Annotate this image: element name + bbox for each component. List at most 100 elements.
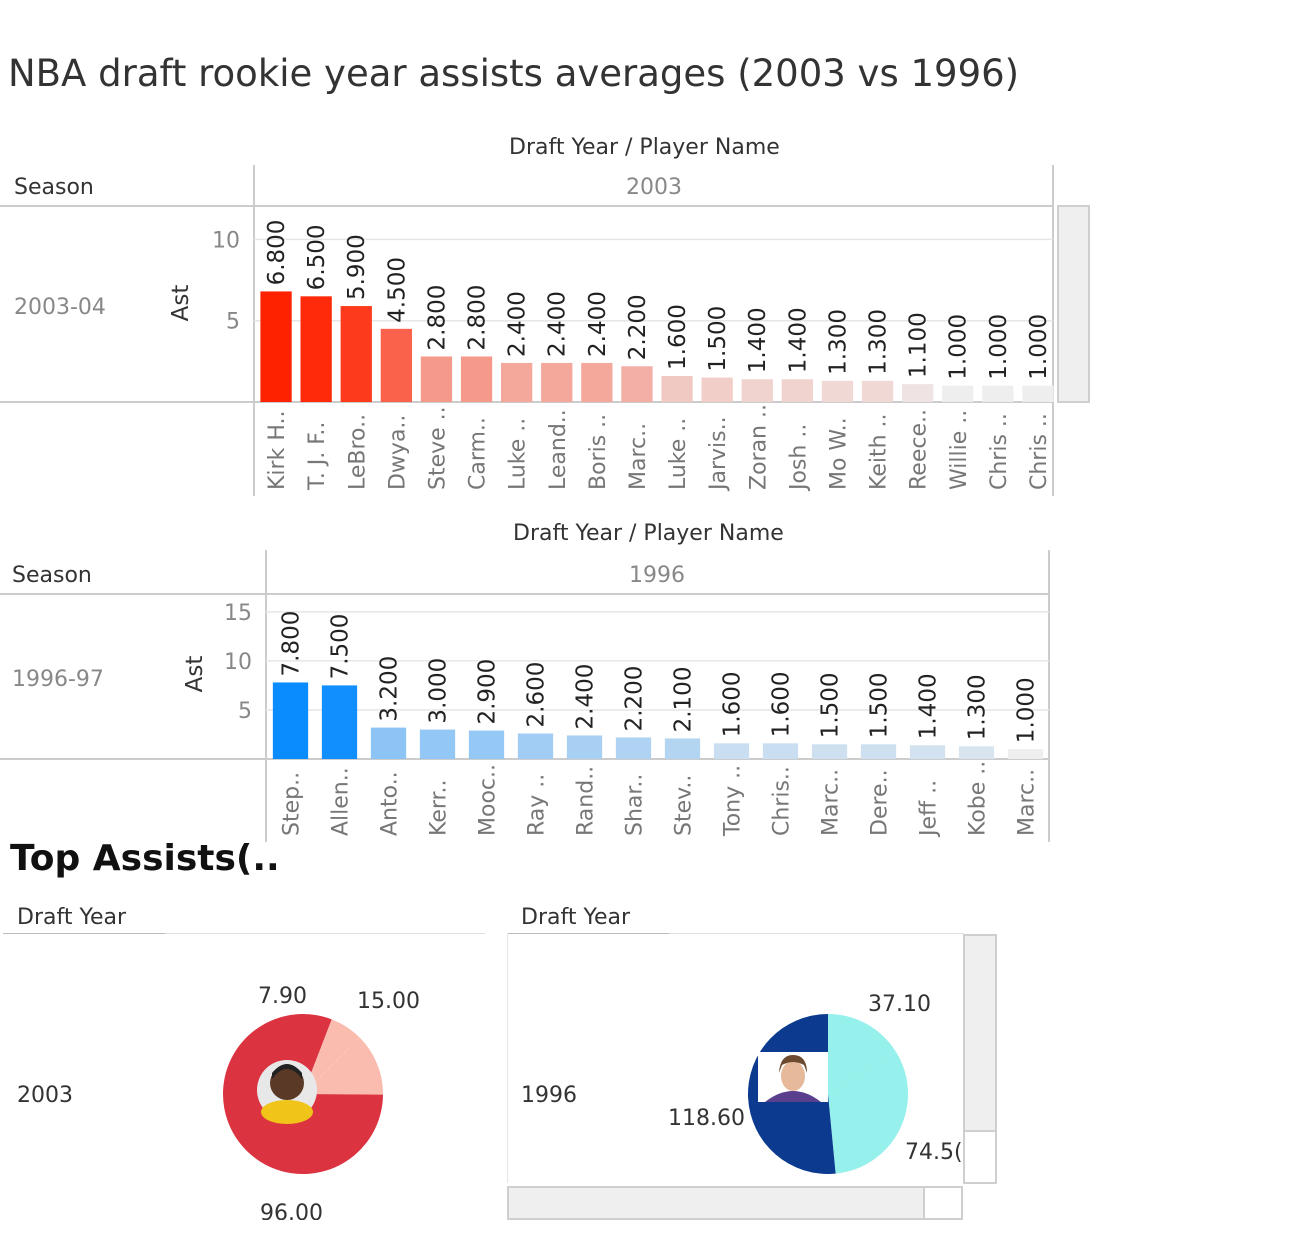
bar bbox=[661, 375, 693, 402]
x-tick-label: Tony .. bbox=[721, 765, 746, 837]
vertical-scrollbar[interactable] bbox=[1057, 205, 1090, 403]
x-tick-label: Josh .. bbox=[786, 424, 811, 492]
x-tick-label: Steve .. bbox=[425, 406, 450, 490]
pie-header-right: Draft Year bbox=[521, 905, 631, 930]
data-label: 1.300 bbox=[866, 309, 892, 375]
y-axis-label: Ast bbox=[168, 285, 194, 322]
data-label: 1.000 bbox=[986, 314, 1012, 380]
bar bbox=[380, 328, 412, 402]
bar bbox=[468, 730, 505, 759]
bar bbox=[958, 746, 995, 759]
pie-chart-1996: 37.10 74.5( 118.60 bbox=[668, 992, 963, 1174]
player-photo-icon bbox=[257, 1060, 317, 1124]
scrollbar-thumb[interactable] bbox=[963, 1130, 997, 1184]
header-divider bbox=[669, 933, 964, 934]
x-tick-label: Dwya.. bbox=[385, 415, 410, 490]
data-label: 1.400 bbox=[916, 673, 942, 739]
bar bbox=[762, 743, 799, 759]
data-label: 2.800 bbox=[465, 285, 491, 351]
pie-header-left: Draft Year bbox=[17, 905, 127, 930]
bar bbox=[1022, 385, 1054, 402]
pie-label: 96.00 bbox=[260, 1201, 323, 1220]
x-tick-label: Dere.. bbox=[868, 769, 893, 836]
data-label: 2.400 bbox=[585, 291, 611, 357]
x-tick-label: Shar.. bbox=[623, 774, 648, 836]
panel-divider bbox=[507, 933, 508, 1183]
pie-label: 74.5( bbox=[905, 1140, 963, 1165]
pie-slice bbox=[303, 1019, 360, 1094]
x-tick-label: Mo W.. bbox=[826, 417, 851, 490]
x-tick-label: Luke .. bbox=[666, 418, 691, 490]
bar bbox=[664, 738, 701, 759]
bar-chart-2003: 5 10 Ast 6.800 Kirk H.. 6.500 T. J. F.. 5.900 Le… bbox=[0, 165, 1054, 496]
hair-shape bbox=[272, 1064, 302, 1079]
bar bbox=[781, 379, 813, 402]
data-label: 2.900 bbox=[475, 659, 501, 725]
y-tick-label: 15 bbox=[224, 601, 252, 626]
data-label: 3.000 bbox=[426, 658, 452, 724]
bar bbox=[701, 377, 733, 402]
bar bbox=[741, 379, 773, 402]
bar bbox=[615, 737, 652, 759]
x-tick-label: Step.. bbox=[280, 772, 305, 836]
x-tick-label: Rand.. bbox=[574, 766, 599, 836]
x-tick-label: Leand.. bbox=[546, 409, 571, 490]
jersey-shape bbox=[765, 1091, 821, 1102]
head-shape bbox=[781, 1061, 805, 1091]
data-label: 6.500 bbox=[304, 224, 330, 290]
x-tick-label: Marc.. bbox=[1015, 769, 1040, 836]
bar bbox=[1007, 749, 1044, 759]
x-tick-label: Chris .. bbox=[987, 413, 1012, 490]
x-tick-label: Reece.. bbox=[907, 409, 932, 490]
bar bbox=[982, 385, 1014, 402]
bar bbox=[621, 366, 653, 402]
season-label: 2003-04 bbox=[14, 295, 106, 320]
x-tick-label: Luke .. bbox=[506, 418, 531, 490]
data-label: 1.300 bbox=[825, 309, 851, 375]
data-label: 1.600 bbox=[665, 304, 691, 370]
x-tick-label: Marc.. bbox=[626, 423, 651, 490]
pie-slice bbox=[303, 1037, 383, 1095]
section-title: Top Assists(.. bbox=[10, 838, 280, 879]
draft-year-value: 1996 bbox=[521, 1083, 577, 1108]
bar bbox=[517, 733, 554, 759]
data-label: 1.600 bbox=[769, 671, 795, 737]
data-label: 2.400 bbox=[573, 664, 599, 730]
data-label: 2.800 bbox=[424, 285, 450, 351]
header-divider bbox=[165, 933, 485, 934]
bar bbox=[821, 380, 854, 402]
horizontal-scrollbar[interactable] bbox=[507, 1186, 963, 1220]
player-photo-icon bbox=[758, 1052, 828, 1102]
bar bbox=[942, 385, 974, 402]
pie-label: 118.60 bbox=[668, 1106, 745, 1131]
data-label: 1.500 bbox=[705, 306, 731, 372]
data-label: 6.800 bbox=[264, 220, 290, 286]
scrollbar-thumb[interactable] bbox=[923, 1186, 963, 1220]
x-tick-label: LeBro.. bbox=[345, 414, 370, 490]
y-tick-label: 5 bbox=[238, 699, 252, 724]
x-tick-label: Kirk H.. bbox=[265, 411, 290, 490]
bar bbox=[460, 356, 493, 402]
bar bbox=[370, 727, 407, 759]
bar bbox=[420, 356, 453, 402]
bar bbox=[713, 743, 750, 759]
data-label: 7.800 bbox=[279, 611, 305, 677]
data-label: 1.300 bbox=[965, 674, 991, 740]
pie-chart-2003: 15.00 96.00 7.90 bbox=[223, 984, 420, 1220]
bar bbox=[300, 296, 332, 402]
column-header: Draft Year / Player Name bbox=[513, 521, 784, 546]
data-label: 7.500 bbox=[328, 614, 354, 680]
x-tick-label: Chris .. bbox=[1027, 413, 1052, 490]
data-label: 2.100 bbox=[671, 667, 697, 733]
row-header: Season bbox=[14, 175, 94, 200]
draft-year-value: 2003 bbox=[17, 1083, 73, 1108]
pie-label: 37.10 bbox=[868, 992, 931, 1017]
data-label: 1.000 bbox=[1026, 314, 1052, 380]
pie-slice bbox=[828, 1014, 896, 1094]
x-tick-label: Mooc.. bbox=[476, 764, 501, 836]
data-label: 1.400 bbox=[785, 307, 811, 373]
data-label: 1.600 bbox=[720, 671, 746, 737]
bar bbox=[811, 744, 848, 759]
bar bbox=[340, 306, 372, 402]
y-tick-label: 5 bbox=[226, 310, 240, 335]
